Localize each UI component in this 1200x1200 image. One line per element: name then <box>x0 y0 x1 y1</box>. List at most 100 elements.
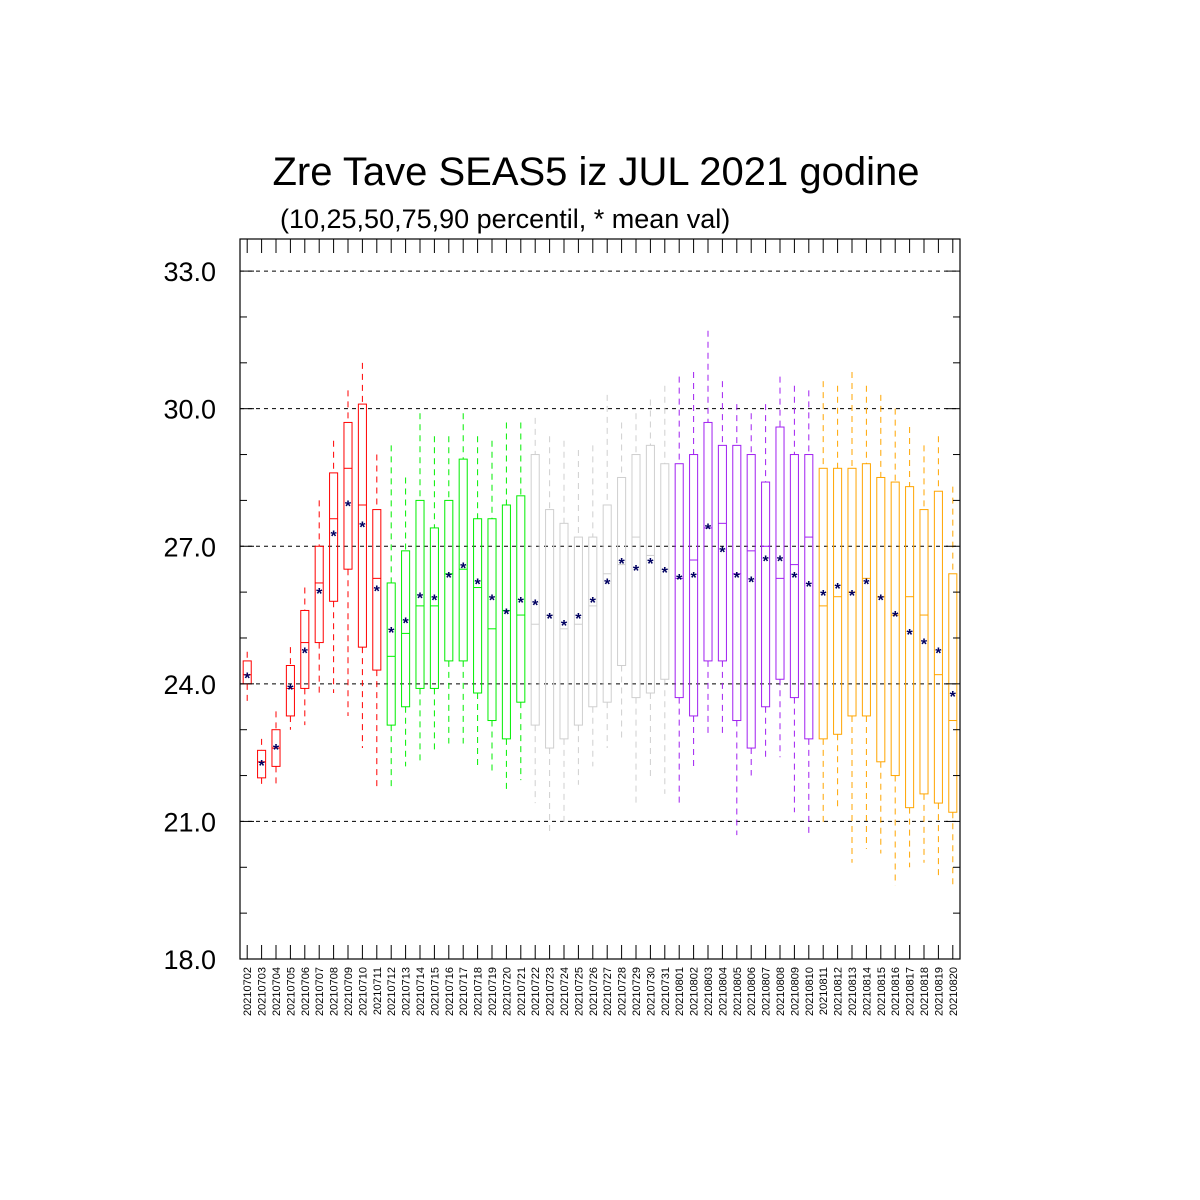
x-tick-label: 20210805 <box>732 967 744 1016</box>
x-tick-label: 20210708 <box>329 967 341 1016</box>
x-tick-label: 20210806 <box>746 967 758 1016</box>
box-body <box>876 476 886 763</box>
x-tick-label: 20210723 <box>545 967 557 1016</box>
box-20210703 <box>257 738 267 785</box>
y-tick-label: 33.0 <box>163 257 216 287</box>
x-tick-label: 20210819 <box>933 967 945 1016</box>
x-tick-label: 20210705 <box>285 967 297 1016</box>
mean-marker: * <box>590 595 597 612</box>
mean-marker: * <box>806 579 813 596</box>
box-20210707 <box>314 500 324 698</box>
y-tick-label: 18.0 <box>163 945 216 975</box>
x-tick-label: 20210724 <box>559 967 571 1016</box>
box-body <box>775 426 785 680</box>
mean-marker: * <box>791 570 798 587</box>
box-20210723 <box>545 436 555 836</box>
mean-marker: * <box>474 577 481 594</box>
mean-marker: * <box>287 682 294 699</box>
x-tick-label: 20210715 <box>429 967 441 1016</box>
box-20210812 <box>833 385 843 808</box>
box-body <box>933 490 943 804</box>
chart-title: Zre Tave SEAS5 iz JUL 2021 godine <box>272 150 919 194</box>
mean-marker: * <box>647 556 654 573</box>
box-body <box>732 444 742 722</box>
y-tick-label: 24.0 <box>163 670 216 700</box>
box-20210806 <box>746 413 756 776</box>
box-20210818 <box>919 445 929 863</box>
box-body <box>401 550 411 708</box>
box-body <box>761 481 771 708</box>
box-body <box>674 463 684 699</box>
box-20210808 <box>775 376 785 758</box>
x-tick-label: 20210727 <box>602 967 614 1016</box>
x-tick-label: 20210731 <box>660 967 672 1016</box>
grid-lines <box>240 270 960 822</box>
box-20210716 <box>444 436 454 744</box>
mean-marker: * <box>546 611 553 628</box>
box-20210807 <box>761 404 771 762</box>
x-tick-label: 20210702 <box>242 967 254 1016</box>
box-20210712 <box>386 445 396 790</box>
box-20210718 <box>473 436 483 767</box>
box-20210814 <box>861 385 871 849</box>
mean-marker: * <box>258 758 265 775</box>
mean-marker: * <box>719 545 726 562</box>
box-series <box>242 330 958 886</box>
box-body <box>300 609 310 689</box>
x-tick-label: 20210802 <box>689 967 701 1016</box>
box-20210704 <box>271 711 281 785</box>
box-20210710 <box>357 362 367 749</box>
mean-marker: * <box>633 563 640 580</box>
chart-subtitle: (10,25,50,75,90 percentil, * mean val) <box>280 204 730 234</box>
box-body <box>501 504 511 740</box>
x-tick-label: 20210716 <box>444 967 456 1016</box>
box-20210810 <box>804 390 814 836</box>
mean-marker: * <box>388 625 395 642</box>
box-body <box>789 454 799 699</box>
box-body <box>573 536 583 726</box>
box-20210731 <box>660 385 670 794</box>
box-body <box>602 504 612 703</box>
box-body <box>660 463 670 680</box>
x-axis: 20210702 20210703 20210704 20210705 20210706… <box>242 239 960 1016</box>
mean-marker: * <box>690 570 697 587</box>
mean-marker: * <box>316 586 323 603</box>
y-tick-label: 27.0 <box>163 532 216 562</box>
box-body <box>689 454 699 717</box>
box-body <box>357 403 367 648</box>
mean-marker: * <box>662 565 669 582</box>
box-body <box>559 522 569 740</box>
box-body <box>746 454 756 749</box>
mean-markers: * * * * * * * * * * * * * * * * * * * * * * * * * * * * * * * * * * * * * * * *… <box>244 499 957 775</box>
box-20210705 <box>285 647 295 730</box>
x-tick-label: 20210808 <box>775 967 787 1016</box>
x-tick-label: 20210721 <box>516 967 528 1016</box>
box-20210801 <box>674 376 684 808</box>
box-body <box>386 582 396 726</box>
x-tick-label: 20210725 <box>573 967 585 1016</box>
mean-marker: * <box>676 572 683 589</box>
plot-frame <box>239 238 961 960</box>
x-tick-label: 20210703 <box>257 967 269 1016</box>
box-20210813 <box>847 371 857 863</box>
box-body <box>617 476 627 666</box>
box-body <box>833 467 843 735</box>
box-20210717 <box>458 413 468 744</box>
x-tick-label: 20210807 <box>761 967 773 1016</box>
box-body <box>516 495 526 703</box>
mean-marker: * <box>532 597 539 614</box>
box-body <box>919 509 929 795</box>
box-20210803 <box>703 330 713 735</box>
mean-marker: * <box>561 618 568 635</box>
x-tick-label: 20210704 <box>271 967 283 1016</box>
box-body <box>372 509 382 671</box>
x-tick-label: 20210709 <box>343 967 355 1016</box>
box-body <box>530 454 540 726</box>
box-20210802 <box>689 371 699 771</box>
y-tick-label: 30.0 <box>163 395 216 425</box>
box-20210715 <box>429 436 439 753</box>
mean-marker: * <box>374 584 381 601</box>
box-body <box>314 545 324 644</box>
box-body <box>257 749 267 779</box>
